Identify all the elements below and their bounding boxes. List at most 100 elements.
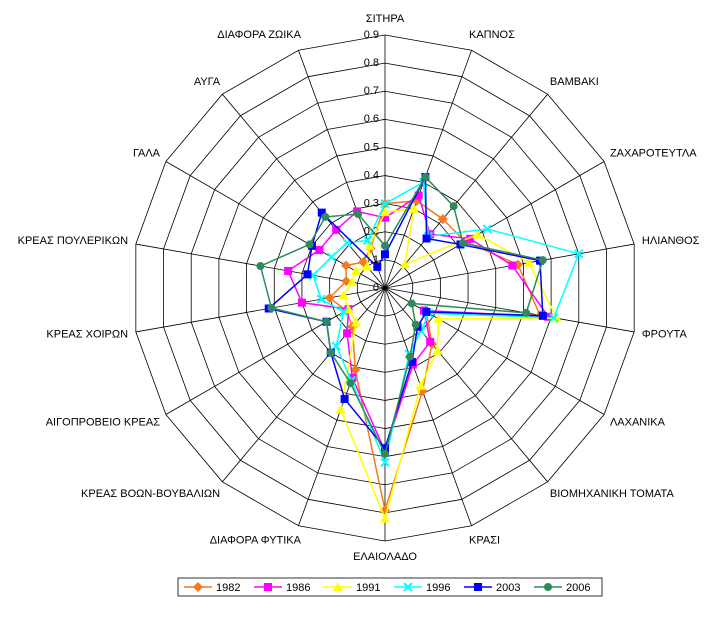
data-point bbox=[458, 239, 467, 248]
data-point bbox=[317, 208, 326, 217]
category-label: ΗΛΙΑΝΘΟΣ bbox=[642, 235, 700, 247]
data-point bbox=[381, 241, 389, 250]
data-point bbox=[346, 277, 357, 287]
r-tick-label: 0.5 bbox=[364, 141, 379, 153]
data-point bbox=[381, 444, 389, 453]
spoke bbox=[222, 93, 386, 289]
data-point bbox=[362, 235, 373, 246]
data-point bbox=[322, 317, 331, 326]
r-tick-label: 0.4 bbox=[364, 169, 379, 181]
data-point bbox=[544, 312, 553, 321]
data-point bbox=[466, 234, 475, 243]
r-tick-label: 0.7 bbox=[364, 85, 379, 97]
data-point bbox=[426, 337, 435, 346]
data-point bbox=[449, 202, 458, 211]
category-label: ΚΡΕΑΣ ΒΟΩΝ-ΒΟΥΒΑΛΙΩΝ bbox=[81, 488, 220, 500]
r-tick-label: 0.3 bbox=[364, 198, 379, 210]
legend-label: 1986 bbox=[286, 582, 310, 594]
r-tick-label: 0 bbox=[373, 282, 379, 294]
data-point bbox=[350, 364, 361, 375]
spoke bbox=[384, 50, 472, 289]
data-point bbox=[338, 290, 349, 300]
spoke bbox=[384, 161, 605, 289]
data-point bbox=[256, 262, 265, 271]
r-tick-label: 0.9 bbox=[364, 29, 379, 41]
spoke bbox=[384, 93, 548, 289]
data-point bbox=[472, 229, 483, 239]
data-point bbox=[522, 308, 531, 317]
data-point bbox=[544, 583, 552, 591]
category-label: ΑΙΓΟΠΡΟΒΕΙΟ ΚΡΕΑΣ bbox=[46, 416, 161, 428]
data-point bbox=[405, 352, 414, 361]
data-point bbox=[326, 252, 337, 262]
data-point bbox=[407, 299, 416, 308]
category-label: ΚΡΕΑΣ ΧΟΙΡΩΝ bbox=[46, 329, 128, 341]
category-label: ΚΡΑΣΙ bbox=[469, 535, 500, 547]
legend-box bbox=[177, 577, 603, 597]
data-point bbox=[341, 260, 352, 271]
data-point bbox=[332, 225, 341, 234]
spoke bbox=[222, 287, 386, 483]
legend-label: 1982 bbox=[216, 582, 240, 594]
data-point bbox=[407, 357, 416, 366]
data-point bbox=[380, 198, 390, 209]
data-point bbox=[333, 582, 343, 591]
data-point bbox=[551, 313, 562, 323]
data-point bbox=[351, 317, 362, 327]
data-point bbox=[297, 298, 306, 307]
data-point bbox=[324, 292, 335, 303]
data-point bbox=[321, 212, 330, 221]
data-point bbox=[381, 250, 389, 259]
data-point bbox=[549, 313, 559, 323]
data-point bbox=[316, 294, 327, 304]
r-tick-label: 0.8 bbox=[364, 57, 379, 69]
data-point bbox=[350, 266, 361, 276]
spoke bbox=[384, 287, 635, 333]
data-point bbox=[284, 266, 293, 275]
spoke bbox=[384, 287, 548, 483]
data-point bbox=[422, 234, 431, 243]
data-point bbox=[348, 373, 357, 382]
data-point bbox=[361, 261, 372, 271]
data-point bbox=[381, 449, 389, 458]
data-point bbox=[343, 329, 352, 338]
legend-label: 1996 bbox=[426, 582, 450, 594]
data-point bbox=[574, 249, 584, 259]
category-label: ΒΙΟΜΗΧΑΝΙΚΗ ΤΟΜΑΤΑ bbox=[550, 488, 675, 500]
data-point bbox=[264, 583, 272, 591]
data-point bbox=[432, 345, 443, 355]
data-point bbox=[508, 261, 517, 270]
data-point bbox=[399, 259, 410, 269]
category-label: ΕΛΑΙΟΛΑΔΟ bbox=[353, 551, 417, 563]
r-tick-label: 0.6 bbox=[364, 113, 379, 125]
data-point bbox=[437, 214, 448, 225]
category-label: ΛΑΧΑΝΙΚΑ bbox=[610, 416, 666, 428]
data-point bbox=[538, 256, 547, 265]
category-label: ΚΑΠΝΟΣ bbox=[469, 29, 515, 41]
data-point bbox=[338, 307, 349, 317]
category-label: ΓΑΛΑ bbox=[133, 147, 161, 159]
category-label: ΣΙΤΗΡΑ bbox=[366, 13, 405, 25]
data-point bbox=[354, 210, 363, 219]
data-point bbox=[340, 394, 349, 403]
data-point bbox=[408, 203, 419, 213]
data-point bbox=[303, 270, 312, 279]
data-point bbox=[380, 457, 390, 467]
category-label: ΖΑΧΑΡΟΤΕΥΤΛΑ bbox=[610, 147, 697, 159]
data-point bbox=[415, 380, 426, 390]
spoke bbox=[384, 287, 472, 526]
data-point bbox=[364, 240, 375, 250]
data-point bbox=[373, 262, 382, 271]
data-point bbox=[380, 207, 390, 217]
data-point bbox=[403, 582, 413, 592]
category-label: ΒΑΜΒΑΚΙ bbox=[550, 76, 599, 88]
legend-label: 1991 bbox=[356, 582, 380, 594]
data-point bbox=[482, 224, 492, 234]
data-point bbox=[523, 257, 534, 267]
category-label: ΦΡΟΥΤΑ bbox=[642, 329, 688, 341]
data-point bbox=[421, 173, 430, 182]
data-point bbox=[538, 311, 547, 320]
data-point bbox=[422, 307, 431, 316]
data-point bbox=[326, 348, 335, 357]
